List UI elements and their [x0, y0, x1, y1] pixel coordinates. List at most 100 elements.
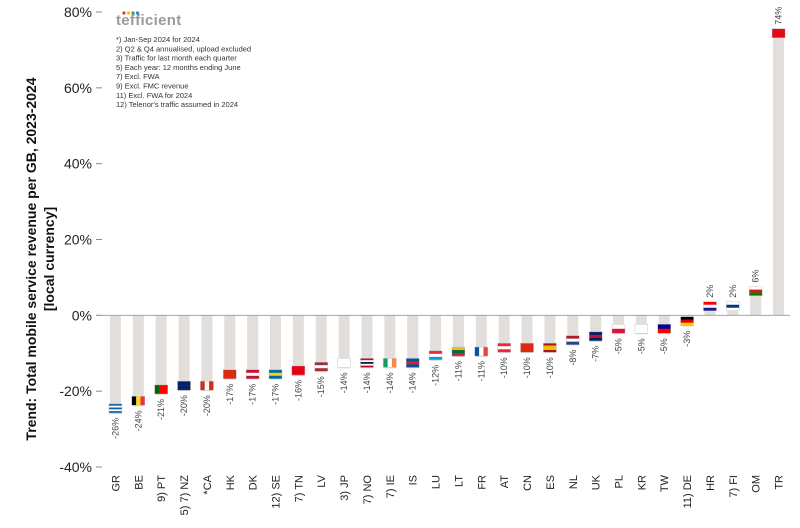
bar [773, 34, 785, 316]
x-tick-label: 5) 7) NZ [179, 475, 191, 516]
bar [384, 315, 396, 369]
value-label: -14% [385, 372, 395, 393]
value-label: -5% [614, 338, 624, 354]
x-axis-labels: GR BE 9) PT 5) 7) NZ *CA HK DK 12) SE 7) TN LV 3) … [110, 474, 785, 515]
flag-icon [726, 301, 740, 311]
x-tick-label: 7) FI [728, 475, 740, 498]
flag-icon [223, 369, 237, 379]
value-label: 6% [751, 270, 761, 283]
x-tick-label: PL [614, 475, 626, 488]
value-label: -21% [156, 399, 166, 420]
x-tick-label: KR [636, 475, 648, 490]
bar [567, 315, 579, 346]
flag-icon [131, 396, 146, 406]
value-label: 74% [774, 7, 784, 25]
flags [108, 28, 786, 414]
x-tick-label: OM [751, 475, 763, 493]
x-tick-label: 7) NO [362, 475, 374, 505]
brand-dot [122, 11, 126, 15]
bar [338, 315, 350, 369]
x-tick-label: 9) PT [156, 475, 168, 502]
value-label: -10% [545, 357, 555, 378]
flag-icon [291, 365, 306, 376]
bar [155, 315, 167, 395]
bar [201, 315, 213, 392]
brand-dot [135, 11, 140, 15]
bar [270, 315, 281, 380]
x-tick-label: DK [248, 474, 260, 490]
flag-icon [108, 403, 123, 414]
value-label: 2% [728, 285, 738, 298]
x-tick-label: 3) JP [339, 475, 351, 501]
footnote: 9) Excl. FMC revenue [116, 82, 189, 91]
y-tick-label: -20% [59, 383, 92, 399]
value-label: -11% [476, 361, 486, 381]
x-tick-label: LT [453, 475, 465, 487]
flag-icon [657, 324, 671, 334]
value-label: -24% [133, 410, 143, 431]
flag-icon [428, 350, 443, 361]
bar [407, 315, 419, 369]
flag-icon [406, 358, 420, 368]
flag-icon [474, 346, 488, 357]
x-tick-label: UK [591, 474, 603, 490]
bar [750, 292, 762, 316]
flag-icon [771, 28, 786, 38]
flag-icon [543, 343, 557, 353]
value-label: -7% [591, 346, 601, 362]
y-tick-label: -40% [59, 459, 92, 475]
x-tick-label: HK [225, 474, 237, 490]
bar [544, 315, 556, 354]
y-tick-label: 0% [72, 307, 92, 323]
value-label: -14% [339, 372, 349, 393]
flag-icon [520, 343, 534, 353]
flag-icon [451, 346, 466, 357]
flag-icon [383, 358, 397, 368]
x-tick-label: LV [316, 474, 328, 487]
y-axis-title: Trend: Total mobile service revenue per … [23, 77, 57, 440]
x-tick-label: 7) TN [293, 475, 305, 502]
y-axis-title-line-1: Trend: Total mobile service revenue per … [23, 77, 39, 440]
value-label: -15% [316, 376, 326, 397]
y-tick-label: 80% [64, 4, 92, 20]
value-label: -5% [659, 338, 669, 354]
x-tick-label: TR [774, 475, 786, 490]
value-label: -16% [293, 380, 303, 401]
bar [590, 315, 602, 342]
bar [452, 315, 464, 358]
value-labels: -26% -24% -21% -20% -20% -17% -17% -17% -16% -15%… [110, 7, 783, 439]
flag-icon [337, 358, 351, 368]
flag-icon [611, 324, 626, 334]
bar [224, 315, 236, 380]
value-label: -5% [636, 338, 646, 354]
x-tick-label: BE [133, 475, 145, 490]
x-tick-label: LU [431, 475, 443, 489]
flag-icon [566, 335, 580, 345]
bar [109, 315, 121, 414]
x-tick-label: GR [110, 475, 122, 492]
footnote: 2) Q2 & Q4 annualised, upload excluded [116, 44, 251, 53]
x-tick-label: HR [705, 475, 717, 491]
value-label: -14% [362, 372, 372, 393]
flag-icon [314, 362, 328, 372]
x-tick-label: IS [408, 475, 420, 485]
x-tick-label: ES [545, 475, 557, 490]
x-tick-label: 11) DE [682, 475, 694, 508]
bar [475, 315, 487, 358]
value-label: -14% [408, 372, 418, 393]
value-label: -20% [179, 395, 189, 416]
footnote: *) Jan-Sep 2024 for 2024 [116, 35, 200, 44]
bar [430, 315, 442, 361]
x-tick-label: FR [476, 475, 488, 490]
flag-icon [360, 358, 374, 368]
bar [498, 315, 510, 354]
brand-dot [126, 11, 131, 15]
flag-icon [200, 380, 214, 391]
x-tick-label: AT [499, 475, 511, 489]
x-tick-label: 12) SE [271, 475, 283, 509]
flag-icon [680, 316, 694, 326]
bar [132, 315, 144, 407]
footnote: 7) Excl. FWA [116, 72, 159, 81]
bar [247, 315, 259, 380]
